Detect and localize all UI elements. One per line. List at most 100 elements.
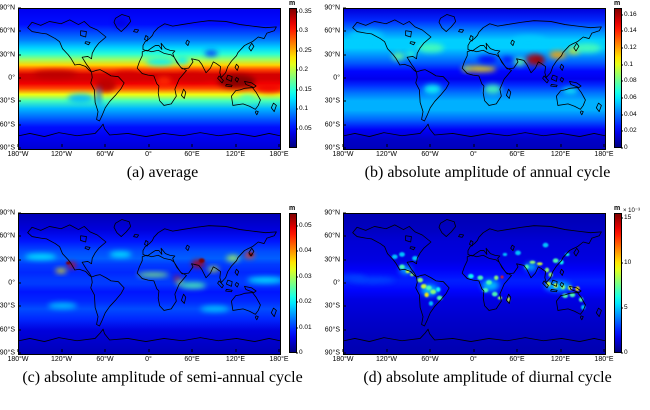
x-tick-label: 60°W [96, 356, 114, 363]
x-tick-mark [191, 144, 193, 147]
colorbar-tick-mark [621, 47, 623, 49]
y-tick-mark [343, 30, 346, 32]
heat-blob [24, 253, 57, 260]
x-tick-label: 120°E [225, 151, 246, 158]
map-overlay-svg [19, 219, 280, 342]
heat-blob [560, 284, 566, 290]
y-tick-label: 60°S [0, 121, 15, 129]
panel-d: 90°N 60°N 30°N 0° 30°S 60°S 90°S 180°W 120°W 60°… [324, 205, 650, 410]
x-tick-mark [429, 349, 431, 352]
heat-blob [156, 76, 172, 86]
x-tick-mark [342, 144, 344, 147]
x-tick-label: 0° [145, 356, 152, 363]
colorbar-tick-mark [296, 276, 298, 278]
heat-blob [200, 305, 230, 312]
y-tick-mark [343, 259, 346, 261]
y-tick-mark [18, 147, 21, 149]
colorbar-tick-mark [296, 89, 298, 91]
heat-blob [417, 277, 424, 283]
y-tick-label: 30°N [0, 256, 15, 264]
y-axis: 90°N 60°N 30°N 0° 30°S 60°S 90°S [0, 210, 21, 357]
heat-blob [428, 301, 434, 306]
y-tick-mark [343, 329, 346, 331]
map-overlay-svg [344, 14, 605, 137]
heat-blob [464, 65, 497, 72]
colorbar-tick-mark [621, 217, 623, 219]
y-tick-label: 0° [333, 279, 340, 287]
continent-outlines-icon [19, 219, 280, 342]
y-tick-mark [343, 235, 346, 237]
heat-blob [525, 263, 537, 271]
heat-blob [344, 274, 366, 281]
heat-blob [347, 30, 384, 43]
x-tick-mark [560, 144, 561, 147]
colorbar-tick-label: 0.2 [299, 65, 309, 73]
heat-blobs [33, 18, 280, 106]
x-tick-label: 120°W [50, 151, 73, 158]
x-tick-label: 0° [470, 151, 477, 158]
x-tick-mark [429, 144, 431, 147]
x-tick-mark [104, 144, 106, 147]
heat-blob [483, 84, 502, 94]
heat-blob [48, 302, 77, 309]
x-tick-label: 60°W [421, 356, 439, 363]
x-tick-mark [191, 349, 193, 352]
colorbar-tick-label: 0.25 [299, 46, 312, 54]
x-tick-mark [17, 349, 19, 352]
heat-blob [467, 273, 474, 279]
colorbar-unit-label: m [614, 205, 621, 212]
y-tick-label: 30°S [0, 302, 15, 310]
colorbar-tick-mark [621, 97, 623, 99]
colorbar-tick-mark [296, 301, 298, 303]
x-tick-label: 120°W [375, 356, 398, 363]
colorbar-tick-mark [296, 128, 298, 130]
heat-blob [412, 256, 418, 261]
y-tick-mark [18, 212, 21, 214]
y-tick-label: 60°S [324, 121, 340, 129]
y-tick-label: 90°N [324, 209, 340, 217]
x-tick-label: 120°W [375, 151, 398, 158]
y-axis: 90°N 60°N 30°N 0° 30°S 60°S 90°S [0, 5, 21, 152]
colorbar-tick-label: 0 [299, 348, 303, 356]
colorbar-unit-label: m [289, 205, 296, 212]
colorbar-ticks: 0.05 0.1 0.15 0.2 0.25 0.3 0.35 [296, 7, 324, 148]
colorbar-tick-label: 0.35 [299, 7, 312, 15]
heat-blob [95, 78, 117, 93]
x-tick-label: 180°W [7, 151, 29, 158]
colorbar-tick-mark [296, 225, 298, 227]
heat-blob [420, 284, 427, 289]
colorbar-tick-mark [296, 108, 298, 110]
colorbar-tick-label: 0.08 [624, 77, 637, 85]
map-plot-b [343, 8, 606, 150]
x-tick-mark [342, 349, 344, 352]
colorbar-tick-mark [621, 352, 623, 354]
y-tick-label: 0° [8, 74, 15, 82]
x-axis: 180°W 120°W 60°W 0° 60°E 120°E 180°E [332, 349, 614, 365]
colorbar-tick-label: 0.15 [299, 85, 312, 93]
colorbar-tick-mark [621, 30, 623, 32]
colorbar-tick-mark [621, 130, 623, 132]
heat-blob [507, 297, 511, 302]
y-tick-label: 90°S [0, 144, 15, 152]
x-tick-mark [61, 144, 62, 147]
heat-blob [491, 291, 498, 297]
panel-a: 90°N 60°N 30°N 0° 30°S 60°S 90°S 180°W 120°W 60°… [0, 0, 325, 205]
colorbar-multiplier-label: × 10⁻³ [623, 208, 641, 214]
x-tick-label: 180°E [269, 151, 289, 158]
heat-blob [113, 18, 128, 28]
map-plot-a [18, 8, 281, 150]
x-tick-label: 60°E [184, 151, 200, 158]
heat-blob [424, 292, 429, 298]
x-tick-mark [278, 144, 280, 147]
y-tick-label: 60°N [324, 232, 340, 240]
y-tick-mark [343, 7, 346, 9]
heat-blob [500, 275, 504, 279]
colorbar-tick-label: 0.02 [624, 127, 637, 135]
colorbar-tick-mark [296, 327, 298, 329]
colorbar-tick-mark [621, 80, 623, 82]
colorbar-tick-label: 0.03 [299, 272, 312, 280]
heat-blob [436, 295, 443, 301]
heat-blob [510, 35, 547, 48]
colorbar-tick-mark [621, 14, 623, 16]
